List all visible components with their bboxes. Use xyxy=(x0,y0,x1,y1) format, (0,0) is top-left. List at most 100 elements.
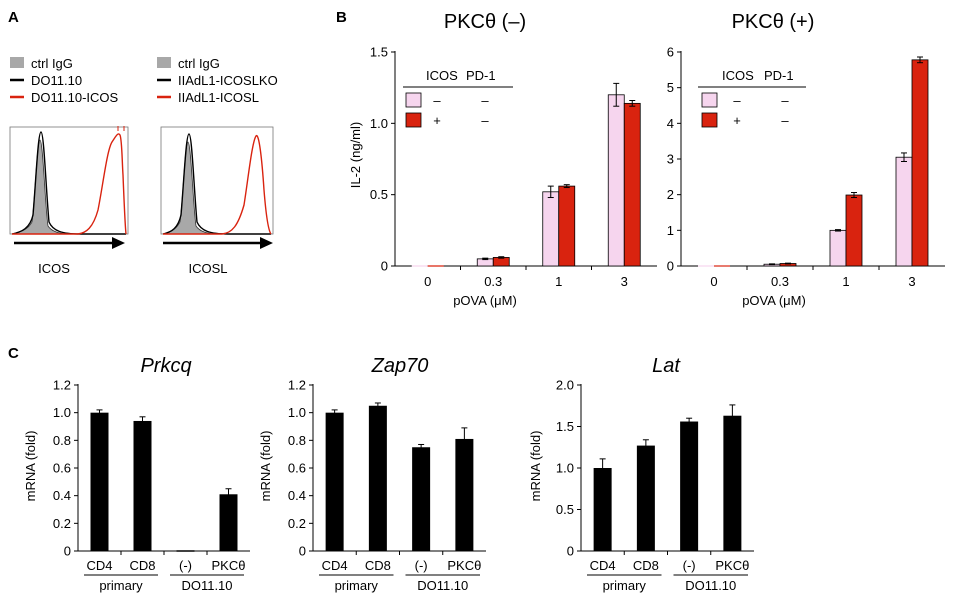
il2-chart-pkc-plus: PKCθ (+) pOVA (μM) ICOS PD-1 – – + – 0 1 2… xyxy=(667,11,945,308)
y-tick-label: 1.5 xyxy=(556,419,574,434)
legend-label-do1110-icos: DO11.10-ICOS xyxy=(31,90,119,105)
x-tick-label: (-) xyxy=(683,558,696,573)
y-tick-label: 6 xyxy=(667,45,674,60)
ctrl-igg-histogram xyxy=(12,140,70,234)
group-label-DO11.10: DO11.10 xyxy=(685,578,736,593)
legend-row2-icos: + xyxy=(433,113,441,128)
panel-letter-b: B xyxy=(336,9,347,26)
legend-swatch-red xyxy=(702,113,717,127)
legend-swatch-ctrl-igg xyxy=(157,57,171,68)
x-axis-label: pOVA (μM) xyxy=(453,293,517,308)
y-tick-label: 0 xyxy=(299,544,306,559)
legend-row1-icos: – xyxy=(433,93,441,108)
x-tick-label: CD4 xyxy=(590,558,616,573)
legend-label-iiadl1-icoslko: IIAdL1-ICOSLKO xyxy=(178,73,278,88)
chart-title: PKCθ (–) xyxy=(444,11,526,33)
chart-title: Prkcq xyxy=(140,355,191,377)
bar-CD4 xyxy=(326,413,344,551)
y-tick-label: 1.0 xyxy=(370,116,388,131)
group-label-DO11.10: DO11.10 xyxy=(417,578,468,593)
x-tick-label: (-) xyxy=(179,558,192,573)
il2-chart-pkc-minus: PKCθ (–) IL-2 (ng/ml) pOVA (μM) ICOS PD-… xyxy=(348,11,657,308)
y-tick-label: 0.6 xyxy=(53,461,71,476)
bar-pink-3 xyxy=(896,157,912,266)
chart-legend: ICOS PD-1 – – + – xyxy=(698,68,806,128)
histogram-frame xyxy=(10,127,128,234)
group-label-primary: primary xyxy=(99,578,143,593)
bar-CD8 xyxy=(134,421,152,551)
y-tick-label: 0.6 xyxy=(288,461,306,476)
x-tick-label: PKCθ xyxy=(447,558,481,573)
y-tick-label: 0 xyxy=(667,259,674,274)
y-tick-label: 1.2 xyxy=(53,378,71,393)
legend-swatch-ctrl-igg xyxy=(10,57,24,68)
histogram-frame xyxy=(161,127,273,234)
bar-red-1 xyxy=(846,195,862,266)
x-tick-label: PKCθ xyxy=(715,558,749,573)
chart-title: Lat xyxy=(652,355,681,377)
group-label-primary: primary xyxy=(603,578,647,593)
y-tick-label: 1.0 xyxy=(556,461,574,476)
y-tick-label: 0.5 xyxy=(370,187,388,202)
legend-header-pd1: PD-1 xyxy=(466,68,496,83)
y-tick-label: 3 xyxy=(667,152,674,167)
figure: A B C ctrl IgG DO11.10 DO11.10-ICOS ICOS… xyxy=(0,0,957,602)
mrna-chart-lat: Lat mRNA (fold) 0 0.5 1.0 1.5 2.0 CD4 CD8 (-) PK… xyxy=(528,355,754,593)
y-axis-label: mRNA (fold) xyxy=(528,431,543,502)
bar-CD8 xyxy=(369,406,387,551)
y-tick-label: 5 xyxy=(667,80,674,95)
legend-label-do1110: DO11.10 xyxy=(31,73,82,88)
iiadl1-icoslko-histogram xyxy=(163,134,271,234)
x-axis-arrow-head xyxy=(112,237,125,249)
legend-row1-icos: – xyxy=(733,93,741,108)
y-axis-label: mRNA (fold) xyxy=(258,431,273,502)
y-tick-label: 0.2 xyxy=(53,516,71,531)
legend-swatch-red xyxy=(406,113,421,127)
x-tick-label: 3 xyxy=(621,274,628,289)
x-tick-label: CD8 xyxy=(633,558,659,573)
x-tick-label: CD4 xyxy=(322,558,348,573)
y-tick-label: 0.2 xyxy=(288,516,306,531)
y-tick-label: 0.4 xyxy=(53,488,71,503)
y-tick-label: 1.5 xyxy=(370,45,388,60)
chart-legend: ICOS PD-1 – – + – xyxy=(403,68,513,128)
legend-header-icos: ICOS xyxy=(426,68,458,83)
chart-title: Zap70 xyxy=(371,355,429,377)
flow-xlabel-icos: ICOS xyxy=(38,261,70,276)
bar-CD8 xyxy=(637,446,655,551)
mrna-chart-zap70: Zap70 mRNA (fold) 0 0.2 0.4 0.6 0.8 1.0 1.2 CD4… xyxy=(258,355,486,593)
panel-letter-a: A xyxy=(8,9,19,26)
x-tick-label: 0.3 xyxy=(484,274,502,289)
x-tick-label: PKCθ xyxy=(212,558,246,573)
do1110-histogram xyxy=(12,132,126,234)
x-tick-label: 1 xyxy=(842,274,849,289)
x-tick-label: 1 xyxy=(555,274,562,289)
legend-row1-pd1: – xyxy=(481,93,489,108)
group-label-DO11.10: DO11.10 xyxy=(181,578,232,593)
y-tick-label: 1.2 xyxy=(288,378,306,393)
y-tick-label: 1.0 xyxy=(288,405,306,420)
x-tick-label: 0 xyxy=(424,274,431,289)
bar-CD4 xyxy=(594,468,612,551)
mrna-chart-prkcq: Prkcq mRNA (fold) 00.20.40.60.81.01.2CD4… xyxy=(23,355,250,593)
y-tick-label: 1.0 xyxy=(53,405,71,420)
ctrl-igg-histogram xyxy=(163,142,218,234)
bar-(-) xyxy=(680,422,698,551)
x-axis-label: pOVA (μM) xyxy=(742,293,806,308)
flow-xlabel-icosl: ICOSL xyxy=(188,261,227,276)
y-tick-label: 0.8 xyxy=(53,433,71,448)
legend-row2-pd1: – xyxy=(781,113,789,128)
y-tick-label: 2 xyxy=(667,187,674,202)
legend-row1-pd1: – xyxy=(781,93,789,108)
bar-PKCθ xyxy=(455,439,473,551)
flow-panel-icos: ctrl IgG DO11.10 DO11.10-ICOS ICOS xyxy=(10,56,128,276)
legend-label-ctrl-igg: ctrl IgG xyxy=(31,56,73,71)
y-tick-label: 4 xyxy=(667,116,674,131)
legend-swatch-pink xyxy=(702,93,717,107)
bar-red-3 xyxy=(624,103,640,266)
bar-red-0.3 xyxy=(493,257,509,266)
y-tick-label: 0 xyxy=(381,259,388,274)
bar-red-3 xyxy=(912,60,928,266)
y-tick-label: 0.4 xyxy=(288,488,306,503)
bar-(-) xyxy=(412,447,430,551)
